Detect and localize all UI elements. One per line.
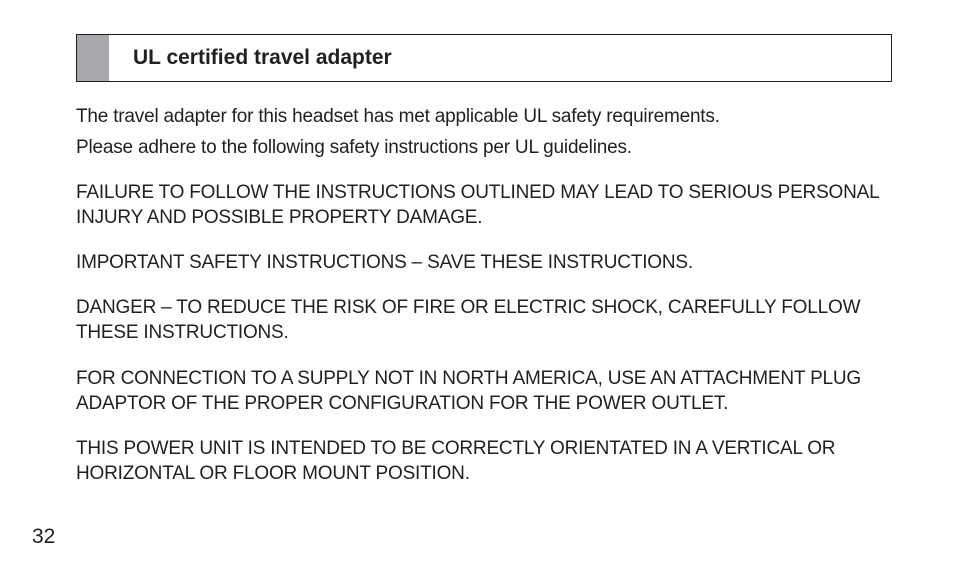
section-header: UL certified travel adapter — [76, 34, 892, 82]
section-header-accent — [77, 35, 109, 81]
page-number: 32 — [32, 525, 55, 549]
warning-paragraph: FOR CONNECTION TO A SUPPLY NOT IN NORTH … — [76, 366, 882, 416]
warning-paragraph: FAILURE TO FOLLOW THE INSTRUCTIONS OUTLI… — [76, 180, 882, 230]
section-body: The travel adapter for this headset has … — [62, 82, 892, 486]
manual-page: UL certified travel adapter The travel a… — [0, 0, 954, 573]
intro-paragraph: The travel adapter for this headset has … — [76, 104, 882, 129]
warning-paragraph: THIS POWER UNIT IS INTENDED TO BE CORREC… — [76, 436, 882, 486]
section-title: UL certified travel adapter — [109, 35, 891, 81]
intro-paragraph: Please adhere to the following safety in… — [76, 135, 882, 160]
warning-paragraph: DANGER – TO REDUCE THE RISK OF FIRE OR E… — [76, 295, 882, 345]
warning-paragraph: IMPORTANT SAFETY INSTRUCTIONS – SAVE THE… — [76, 250, 882, 275]
